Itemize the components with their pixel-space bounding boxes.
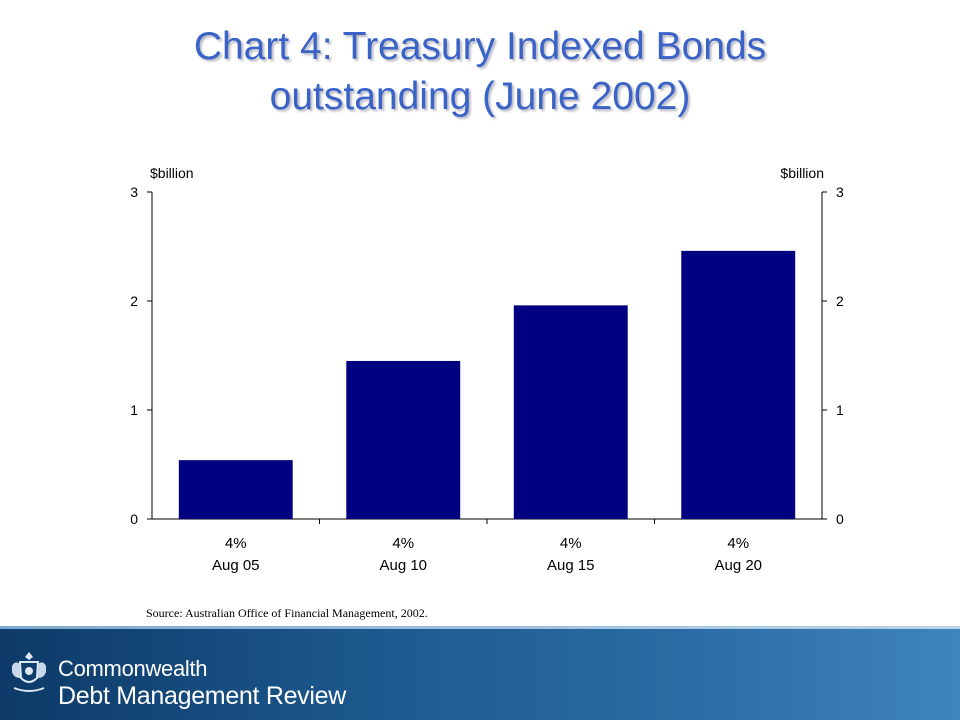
x-tick-label: 4% <box>225 535 247 552</box>
title-line-2: outstanding (June 2002) <box>269 75 691 118</box>
bar <box>178 460 293 519</box>
title-line-1: Chart 4: Treasury Indexed Bonds <box>193 25 767 68</box>
x-tick-label: Aug 10 <box>379 557 427 574</box>
y-tick-label-right: 1 <box>836 402 844 418</box>
x-tick-label: Aug 15 <box>547 557 595 574</box>
x-tick-label: 4% <box>392 535 414 552</box>
y-tick-label-right: 2 <box>836 293 844 309</box>
bar <box>681 250 796 520</box>
source-note: Source: Australian Office of Financial M… <box>146 606 428 620</box>
y-tick-label-left: 2 <box>130 293 138 309</box>
page-title: Chart 4: Treasury Indexed Bonds outstand… <box>0 22 960 122</box>
x-tick-label: Aug 05 <box>212 557 260 574</box>
commonwealth-crest-icon <box>12 652 46 692</box>
bar-chart: 0 0 1 1 2 2 3 3 $billion $billion 4% Aug 05 4% Aug 10… <box>130 165 844 574</box>
bar <box>513 305 628 519</box>
x-tick-label: 4% <box>727 535 749 552</box>
y-tick-label-right: 0 <box>836 511 844 527</box>
footer-divider <box>0 626 960 629</box>
footer-program-name: Debt Management Review <box>58 682 346 710</box>
bar <box>346 360 461 519</box>
y-tick-label-right: 3 <box>836 184 844 200</box>
x-tick-label: Aug 20 <box>714 557 762 574</box>
y-axis-unit-right: $billion <box>780 165 824 181</box>
y-axis-unit-left: $billion <box>150 165 194 181</box>
y-tick-label-left: 3 <box>130 184 138 200</box>
footer-org-name: Commonwealth <box>58 656 208 681</box>
y-tick-label-left: 0 <box>130 511 138 527</box>
x-tick-label: 4% <box>560 535 582 552</box>
footer-banner: Commonwealth Debt Management Review <box>0 626 960 720</box>
y-tick-label-left: 1 <box>130 402 138 418</box>
